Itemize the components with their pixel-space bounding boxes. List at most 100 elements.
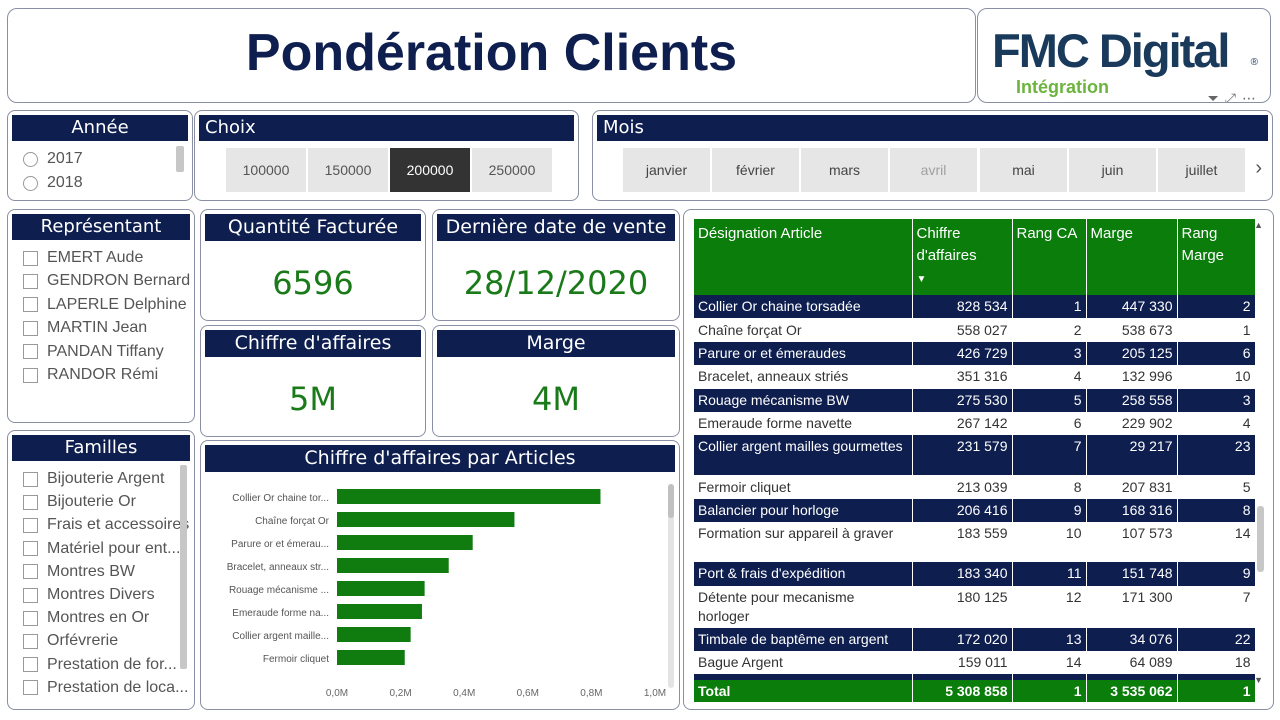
familles-option[interactable]: Bijouterie Or: [23, 493, 136, 511]
bar[interactable]: [337, 558, 449, 573]
annee-option-2018[interactable]: 2018: [23, 174, 83, 192]
radio-button[interactable]: [23, 151, 38, 167]
familles-option[interactable]: Prestation de for...: [23, 656, 177, 674]
article-name-cell: Collier argent mailles gourmettes: [694, 435, 913, 476]
representant-option[interactable]: LAPERLE Delphine: [23, 296, 187, 314]
table-scrollbar[interactable]: [1257, 506, 1264, 572]
familles-option[interactable]: Bijouterie Argent: [23, 470, 164, 488]
representant-option[interactable]: PANDAN Tiffany: [23, 343, 164, 361]
table-row[interactable]: Rouage mécanisme BW 275 530 5 258 558 3: [694, 388, 1256, 412]
sort-descending-icon[interactable]: ▼: [916, 274, 927, 285]
familles-option[interactable]: Montres BW: [23, 563, 135, 581]
column-header-chiffre[interactable]: Chiffre d'affaires ▼: [912, 219, 1013, 295]
chevron-right-icon[interactable]: ›: [1255, 157, 1262, 179]
table-row[interactable]: Bracelet, anneaux striés 351 316 4 132 996 1…: [694, 365, 1256, 389]
checkbox[interactable]: [23, 367, 38, 383]
checkbox[interactable]: [23, 320, 38, 336]
chart-scrollbar[interactable]: [668, 484, 674, 518]
table-row[interactable]: Chaîne forçat Or 558 027 2 538 673 1: [694, 318, 1256, 342]
bar[interactable]: [337, 650, 405, 665]
table-row[interactable]: Formation sur appareil à graver 183 559 10…: [694, 522, 1256, 563]
table-row[interactable]: Timbale de baptême en argent 172 020 13 34 …: [694, 627, 1256, 651]
familles-option[interactable]: Montres en Or: [23, 609, 149, 627]
checkbox[interactable]: [23, 564, 38, 580]
checkbox[interactable]: [23, 297, 38, 313]
mois-button-mars[interactable]: mars: [801, 148, 888, 192]
mois-button-mai[interactable]: mai: [980, 148, 1067, 192]
choix-button-200000[interactable]: 200000: [390, 148, 470, 192]
table-row[interactable]: Détente pour mecanisme horloger 180 125 12…: [694, 585, 1256, 628]
bar[interactable]: [337, 535, 473, 550]
table-row[interactable]: Emeraude forme navette 267 142 6 229 902 4: [694, 411, 1256, 436]
table-row[interactable]: Bague Argent 159 011 14 64 089 18: [694, 650, 1256, 675]
checkbox[interactable]: [23, 680, 38, 696]
choix-button-150000[interactable]: 150000: [308, 148, 388, 192]
checkbox[interactable]: [23, 517, 38, 533]
checkbox[interactable]: [23, 657, 38, 673]
bar[interactable]: [337, 627, 411, 642]
checkbox[interactable]: [23, 494, 38, 510]
choix-button-100000[interactable]: 100000: [226, 148, 306, 192]
table-row[interactable]: Balancier pour horloge 206 416 9 168 316 8: [694, 498, 1256, 523]
representant-option[interactable]: RANDOR Rémi: [23, 366, 158, 384]
annee-option-2017[interactable]: 2017: [23, 150, 83, 168]
checkbox[interactable]: [23, 344, 38, 360]
checkbox[interactable]: [23, 273, 38, 289]
column-header-rang-marge[interactable]: Rang Marge: [1177, 219, 1256, 295]
familles-scrollbar[interactable]: [180, 465, 187, 669]
category-label: Collier argent maille...: [232, 631, 329, 642]
bar[interactable]: [337, 581, 425, 596]
value-cell: 828 534: [912, 295, 1013, 319]
checkbox[interactable]: [23, 541, 38, 557]
familles-option[interactable]: Montres Divers: [23, 586, 155, 604]
representant-option[interactable]: EMERT Aude: [23, 249, 143, 267]
table-row[interactable]: Parure or et émeraudes 426 729 3 205 125 6: [694, 341, 1256, 366]
table-row[interactable]: Port & frais d'expédition 183 340 11 151 74…: [694, 562, 1256, 586]
logo-main-text: FMC Digital: [992, 24, 1230, 77]
column-header-designation[interactable]: Désignation Article: [694, 219, 913, 295]
table-row[interactable]: Fermoir cliquet 213 039 8 207 831 5: [694, 475, 1256, 499]
representant-option[interactable]: MARTIN Jean: [23, 319, 147, 337]
mois-button-avril[interactable]: avril: [890, 148, 977, 192]
checkbox[interactable]: [23, 633, 38, 649]
bar[interactable]: [337, 604, 422, 619]
mois-button-fevrier[interactable]: février: [712, 148, 799, 192]
annee-scrollbar[interactable]: [176, 146, 184, 172]
bar[interactable]: [337, 512, 515, 527]
value-cell: 18: [1177, 650, 1256, 675]
scroll-down-icon[interactable]: ▼: [1254, 675, 1263, 685]
checkbox[interactable]: [23, 471, 38, 487]
chart-scroll-track[interactable]: [668, 484, 674, 688]
mois-button-juin[interactable]: juin: [1069, 148, 1156, 192]
checkbox[interactable]: [23, 610, 38, 626]
x-tick-label: 0,6M: [517, 688, 539, 699]
filter-icon[interactable]: ⏷: [1207, 90, 1225, 103]
familles-option-label: Orfévrerie: [47, 632, 119, 650]
radio-button[interactable]: [23, 175, 38, 191]
title-banner: Pondération Clients: [7, 8, 976, 103]
choix-button-250000[interactable]: 250000: [472, 148, 552, 192]
logo-panel: FMC Digital ® Intégration ⏷⤢⋯: [977, 8, 1271, 103]
familles-slicer: Familles Bijouterie Argent Bijouterie Or F…: [7, 430, 195, 710]
value-cell: 13: [1012, 627, 1087, 651]
representant-option[interactable]: GENDRON Bernard: [23, 272, 190, 290]
table-row[interactable]: Chaînes mailles fines143 8211583 67716: [694, 674, 1256, 680]
checkbox[interactable]: [23, 587, 38, 603]
table-row[interactable]: Collier Or chaine torsadée 828 534 1 447 33…: [694, 295, 1256, 319]
mois-button-janvier[interactable]: janvier: [623, 148, 710, 192]
focus-mode-icon[interactable]: ⤢: [1224, 90, 1242, 103]
scroll-up-icon[interactable]: ▲: [1254, 220, 1263, 230]
familles-option[interactable]: Orfévrerie: [23, 632, 118, 650]
mois-button-juillet[interactable]: juillet: [1158, 148, 1245, 192]
checkbox[interactable]: [23, 250, 38, 266]
familles-option[interactable]: Prestation de loca...: [23, 679, 188, 697]
bar[interactable]: [337, 489, 601, 504]
column-header-marge[interactable]: Marge: [1086, 219, 1178, 295]
table-row[interactable]: Collier argent mailles gourmettes 231 579…: [694, 435, 1256, 476]
familles-option[interactable]: Matériel pour ent...: [23, 540, 180, 558]
familles-option[interactable]: Frais et accessoires: [23, 516, 189, 534]
column-header-rang-ca[interactable]: Rang CA: [1012, 219, 1087, 295]
more-options-icon[interactable]: ⋯: [1242, 90, 1262, 103]
chiffre-affaires-card: Chiffre d'affaires 5M: [200, 325, 426, 437]
category-label: Fermoir cliquet: [263, 654, 329, 665]
